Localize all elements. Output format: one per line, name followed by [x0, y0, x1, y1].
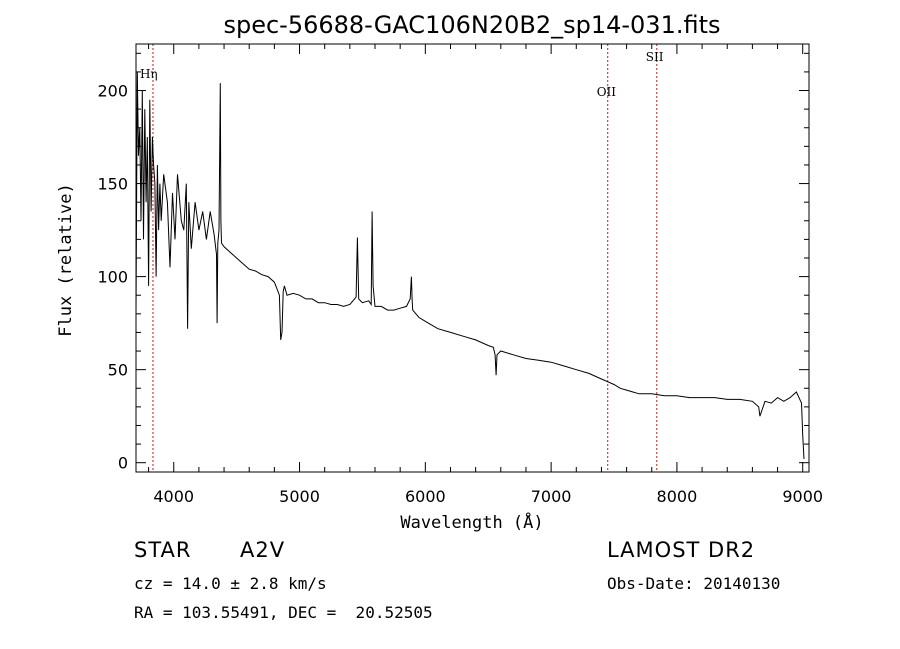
y-tick-label: 50	[108, 361, 128, 380]
x-tick-label: 6000	[405, 487, 446, 506]
y-axis-label: Flux (relative)	[56, 183, 76, 337]
obs-date-text: Obs-Date: 20140130	[607, 574, 781, 593]
y-tick-label: 200	[97, 82, 128, 101]
x-tick-label: 7000	[531, 487, 572, 506]
spectrum-line	[135, 71, 805, 460]
redshift-text: cz = 14.0 ± 2.8 km/s	[134, 574, 327, 593]
x-tick-label: 5000	[279, 487, 320, 506]
spectral-line-label: OII	[597, 85, 617, 99]
coordinates-text: RA = 103.55491, DEC = 20.52505	[134, 603, 433, 622]
object-class: STAR	[134, 538, 192, 562]
survey-name: LAMOST DR2	[607, 538, 756, 562]
spectral-line-label: SII	[646, 50, 664, 64]
x-tick-label: 8000	[657, 487, 698, 506]
y-tick-label: 100	[97, 268, 128, 287]
x-tick-label: 4000	[153, 487, 194, 506]
y-axis: 0 50 100 150 200	[97, 52, 809, 473]
spectral-line-label: Hη	[140, 67, 158, 81]
object-subclass: A2V	[240, 538, 286, 562]
x-axis: 4000 5000 6000 7000 8000 9000	[148, 44, 823, 506]
x-axis-label: Wavelength (Å)	[400, 511, 543, 533]
plot-area: Hη OII SII	[135, 44, 805, 472]
y-tick-label: 0	[118, 454, 128, 473]
y-tick-label: 150	[97, 175, 128, 194]
x-tick-label: 9000	[782, 487, 823, 506]
chart-title: spec-56688-GAC106N20B2_sp14-031.fits	[223, 11, 720, 39]
